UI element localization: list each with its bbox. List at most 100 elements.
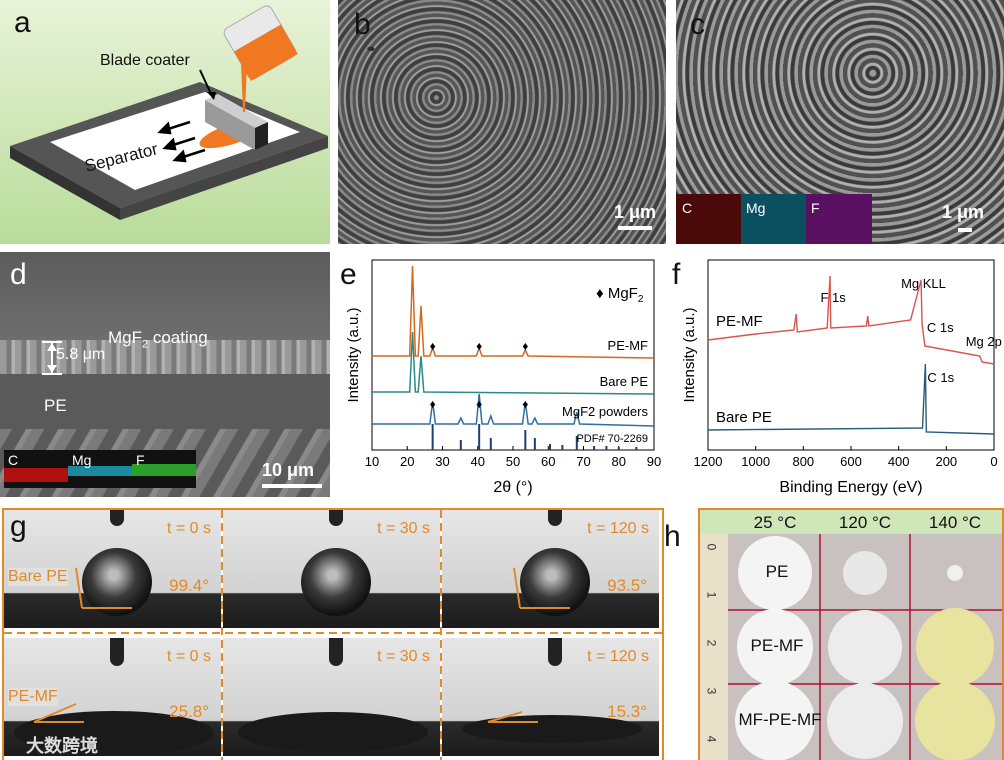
series-label: MgF2 powders xyxy=(562,404,648,419)
contact-angle-cell: t = 0 s 25.8° PE-MF xyxy=(4,638,221,756)
angle-marker xyxy=(33,703,84,723)
x-tick-label: 20 xyxy=(400,454,414,469)
scale-text-d: 10 μm xyxy=(262,460,315,480)
panel-label-b: b xyxy=(354,8,371,41)
x-tick-label: 200 xyxy=(935,454,957,469)
water-droplet xyxy=(237,712,428,752)
scale-bar-c xyxy=(958,228,972,232)
mgf2-marker-pe-mf: ♦ xyxy=(522,339,528,353)
eds-c-label-mg: Mg xyxy=(746,200,766,216)
eds-d-label-mg: Mg xyxy=(72,452,92,468)
x-tick-label: 400 xyxy=(888,454,910,469)
xps-chart: 1200 1000 800 600 400 200 0 Binding Energy (eV)… xyxy=(681,259,1002,496)
separator-sample xyxy=(827,683,903,759)
separator-sample xyxy=(738,536,812,610)
temperature-label: 120 °C xyxy=(838,513,892,532)
contact-angle-cell: t = 30 s xyxy=(223,510,440,628)
contact-angle-value: 99.4° xyxy=(169,576,209,595)
blade-coater-label: Blade coater xyxy=(100,52,190,69)
reference-label: PDF# 70-2269 xyxy=(576,433,648,445)
panel-label-d: d xyxy=(10,258,27,291)
series-line-pe-mf xyxy=(707,275,995,365)
watermark: 大数跨境 xyxy=(26,736,98,756)
eds-map-c: C Mg F xyxy=(676,194,872,244)
mgf2-marker-pe-mf: ♦ xyxy=(430,339,436,353)
sample-name: Bare PE xyxy=(8,568,68,586)
blade-coater-illustration xyxy=(10,5,328,220)
contact-angle-value: 25.8° xyxy=(169,702,209,721)
contact-angle-cell: t = 0 s 99.4° Bare PE xyxy=(4,510,221,628)
panel-label-c: c xyxy=(690,8,705,41)
separator-sample xyxy=(915,681,995,760)
coating-label: MgF2 coating xyxy=(108,328,208,350)
series-label: PE-MF xyxy=(716,313,763,330)
time-label: t = 120 s xyxy=(587,520,649,537)
scale-bar-b xyxy=(618,226,652,230)
contact-angle-cell: t = 120 s 93.5° xyxy=(442,510,659,628)
panel-label-a: a xyxy=(14,6,31,39)
x-tick-label: 1000 xyxy=(741,454,770,469)
mgf2-marker-powder: ♦ xyxy=(522,397,528,411)
eds-d-label-f: F xyxy=(136,452,145,468)
temperature-label: 25 °C xyxy=(753,513,797,532)
panel-d-cross-section: d MgF2 coating 5.8 μm PE C Mg F 10 μm xyxy=(0,252,330,497)
mgf2-marker-powder: ♦ xyxy=(476,397,482,411)
mgf2-marker-pe-mf: ♦ xyxy=(476,339,482,353)
water-droplet xyxy=(520,548,590,616)
syringe-needle xyxy=(548,638,562,666)
x-tick-label: 600 xyxy=(840,454,862,469)
scale-text-c: 1 μm xyxy=(942,202,985,222)
time-label: t = 0 s xyxy=(166,648,211,665)
panel-label-e: e xyxy=(340,258,357,291)
syringe-needle xyxy=(548,510,562,526)
x-axis-label: 2θ (°) xyxy=(493,479,532,496)
contact-angle-cell: t = 30 s xyxy=(223,638,440,756)
dashed-dividers xyxy=(4,510,662,760)
time-label: t = 30 s xyxy=(377,648,430,665)
contact-angle-value: 15.3° xyxy=(607,702,647,721)
water-droplet xyxy=(82,548,152,616)
temperature-label: 140 °C xyxy=(928,513,982,532)
separator-sample xyxy=(843,551,887,595)
panel-f-xps: 1200 1000 800 600 400 200 0 Binding Energy (eV)… xyxy=(672,252,1004,497)
eds-c-label-f: F xyxy=(811,200,820,216)
x-tick-label: 0 xyxy=(990,454,997,469)
coating-layer xyxy=(0,340,330,374)
coating-prefix: MgF xyxy=(108,328,142,347)
sample-name: PE-MF xyxy=(8,688,58,706)
coating-suffix: coating xyxy=(148,328,208,347)
panel-c-sem-image: c C Mg F 1 μm xyxy=(676,0,1004,244)
y-axis-label: Intensity (a.u.) xyxy=(345,307,362,402)
peak-annotation: Mg 2p xyxy=(966,334,1002,349)
x-tick-label: 1200 xyxy=(694,454,723,469)
temperature-header xyxy=(700,510,1002,534)
x-axis-label: Binding Energy (eV) xyxy=(779,479,922,496)
separator-sample xyxy=(947,565,963,581)
eds-c-label-c: C xyxy=(682,200,693,216)
contact-angle-cell: t = 120 s 15.3° xyxy=(442,638,659,756)
legend-entry: ♦ MgF2 xyxy=(596,285,644,305)
water-droplet xyxy=(13,711,214,755)
sample-row-label: PE-MF xyxy=(750,636,804,655)
panel-a: a Blade coater Separator xyxy=(0,0,330,244)
x-tick-label: 40 xyxy=(471,454,485,469)
syringe-needle xyxy=(329,638,343,666)
x-tick-label: 30 xyxy=(435,454,449,469)
series-line xyxy=(372,331,655,395)
panel-label-g: g xyxy=(10,510,27,543)
panel-e-xrd: 10 20 30 40 50 60 70 80 90 2θ (°) Intensity (a.u.)… xyxy=(338,252,668,497)
panel-label-h-outer: h xyxy=(664,520,681,553)
scale-bar-d xyxy=(262,484,322,488)
scale-text-b: 1 μm xyxy=(614,202,657,222)
mgf2-marker-powder: ♦ xyxy=(430,397,436,411)
eds-d-label-c: C xyxy=(8,452,19,468)
time-label: t = 120 s xyxy=(587,648,649,665)
water-droplet xyxy=(301,548,371,616)
peak-annotation: C 1s xyxy=(927,320,954,335)
thickness-label: 5.8 μm xyxy=(56,346,106,363)
separator-sample xyxy=(916,608,994,686)
series-label: Bare PE xyxy=(600,374,649,389)
series-line-bare-pe xyxy=(707,363,995,435)
x-tick-label: 70 xyxy=(576,454,590,469)
